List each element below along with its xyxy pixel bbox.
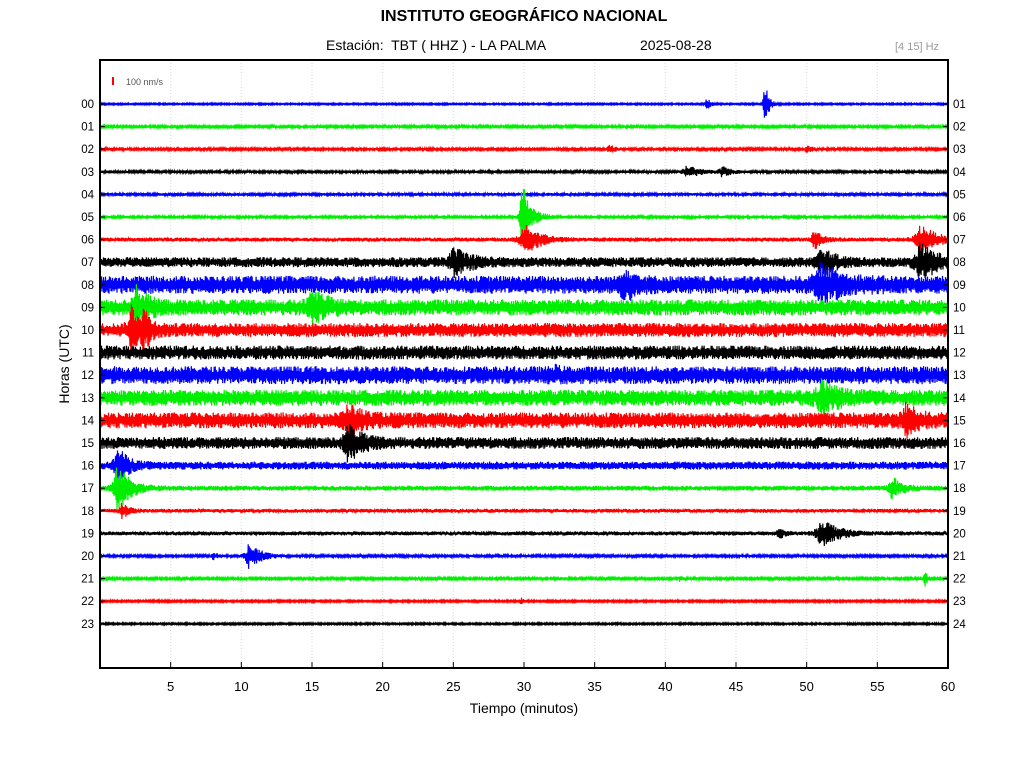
trace-hour-23 (100, 620, 948, 627)
scale-bar (112, 77, 114, 85)
x-tick-label: 25 (446, 679, 460, 694)
x-tick-label: 60 (941, 679, 955, 694)
trace-hour-02 (100, 144, 948, 153)
y-tick-label-left: 13 (81, 393, 94, 405)
trace-hour-06 (100, 224, 948, 254)
trace-hour-14 (100, 401, 948, 439)
y-tick-label-left: 12 (81, 370, 94, 382)
trace-hour-19 (100, 522, 948, 547)
trace-hour-18 (100, 502, 948, 520)
x-tick-label: 20 (375, 679, 389, 694)
trace-hour-07 (100, 242, 948, 279)
x-axis-label: Tiempo (minutos) (469, 700, 579, 716)
y-tick-label-right: 22 (953, 574, 966, 586)
trace-hour-20 (100, 544, 948, 569)
x-tick-label: 35 (587, 679, 601, 694)
amplitude-scale: 100 nm/s (112, 77, 164, 87)
y-tick-label-left: 10 (81, 325, 94, 337)
trace-hour-03 (100, 165, 948, 178)
x-tick-label: 10 (234, 679, 248, 694)
y-tick-label-left: 06 (81, 235, 94, 247)
y-tick-label-left: 02 (81, 144, 94, 156)
y-tick-label-right: 19 (953, 506, 966, 518)
y-tick-label-right: 20 (953, 528, 966, 540)
trace-hour-10 (100, 304, 948, 357)
y-tick-label-right: 10 (953, 302, 966, 314)
y-tick-label-right: 08 (953, 257, 966, 269)
y-tick-label-left: 21 (81, 574, 94, 586)
y-tick-label-right: 09 (953, 280, 966, 292)
y-tick-label-right: 12 (953, 348, 966, 360)
y-tick-label-left: 19 (81, 528, 94, 540)
y-tick-label-left: 22 (81, 596, 94, 608)
y-tick-label-left: 05 (81, 212, 94, 224)
x-tick-label: 40 (658, 679, 672, 694)
y-tick-label-right: 23 (953, 596, 966, 608)
scale-label: 100 nm/s (126, 77, 164, 87)
trace-hour-11 (100, 345, 948, 360)
y-tick-label-right: 17 (953, 461, 966, 473)
trace-hour-22 (100, 597, 948, 605)
x-tick-label: 5 (167, 679, 174, 694)
y-tick-label-right: 11 (953, 325, 965, 337)
y-tick-label-left: 18 (81, 506, 94, 518)
y-tick-label-left: 15 (81, 438, 94, 450)
y-tick-label-left: 20 (81, 551, 94, 563)
y-tick-label-right: 15 (953, 415, 966, 427)
trace-hour-12 (100, 363, 948, 385)
y-tick-label-right: 07 (953, 235, 966, 247)
x-tick-label: 50 (799, 679, 813, 694)
trace-hour-15 (100, 423, 948, 463)
y-tick-label-left: 04 (81, 189, 94, 201)
y-tick-label-left: 11 (82, 348, 94, 360)
trace-hour-00 (100, 90, 948, 118)
ticks: 5 10 15 20 25 30 35 40 45 50 55 60 00 01 02 03 04 05 06 07 0… (81, 99, 966, 694)
y-tick-label-right: 24 (953, 619, 966, 631)
x-tick-label: 30 (517, 679, 531, 694)
y-tick-label-right: 21 (953, 551, 966, 563)
trace-hour-21 (100, 572, 948, 587)
frequency-band-label: [4 15] Hz (895, 41, 940, 53)
y-tick-label-left: 17 (81, 483, 94, 495)
y-tick-label-right: 02 (953, 122, 966, 134)
y-tick-label-left: 07 (81, 257, 94, 269)
x-tick-label: 15 (305, 679, 319, 694)
y-tick-label-left: 03 (81, 167, 94, 179)
trace-hour-16 (100, 450, 948, 482)
y-tick-label-left: 08 (81, 280, 94, 292)
chart-title: INSTITUTO GEOGRÁFICO NACIONAL (380, 8, 668, 25)
y-tick-label-right: 05 (953, 189, 966, 201)
x-tick-label: 45 (729, 679, 743, 694)
y-tick-label-right: 16 (953, 438, 966, 450)
y-tick-label-left: 09 (81, 302, 94, 314)
trace-hour-01 (100, 123, 948, 131)
trace-hour-13 (100, 379, 948, 417)
y-tick-label-left: 16 (81, 461, 94, 473)
y-tick-label-left: 14 (81, 415, 94, 427)
y-axis-label: Horas (UTC) (56, 324, 72, 404)
y-tick-label-left: 01 (81, 122, 94, 134)
y-tick-label-right: 13 (953, 370, 966, 382)
trace-hour-17 (100, 467, 948, 512)
trace-layer (100, 90, 948, 627)
y-tick-label-right: 18 (953, 483, 966, 495)
y-tick-label-left: 23 (81, 619, 94, 631)
y-tick-label-right: 01 (953, 99, 966, 111)
grid (170, 60, 878, 668)
y-tick-label-right: 03 (953, 144, 966, 156)
y-tick-label-right: 14 (953, 393, 966, 405)
trace-hour-09 (100, 284, 948, 329)
y-tick-label-right: 04 (953, 167, 966, 179)
x-tick-label: 55 (870, 679, 884, 694)
station-label: Estación: TBT ( HHZ ) - LA PALMA (326, 37, 547, 53)
y-tick-label-right: 06 (953, 212, 966, 224)
trace-hour-08 (100, 261, 948, 306)
date-label: 2025-08-28 (640, 37, 712, 53)
y-tick-label-left: 00 (81, 99, 94, 111)
